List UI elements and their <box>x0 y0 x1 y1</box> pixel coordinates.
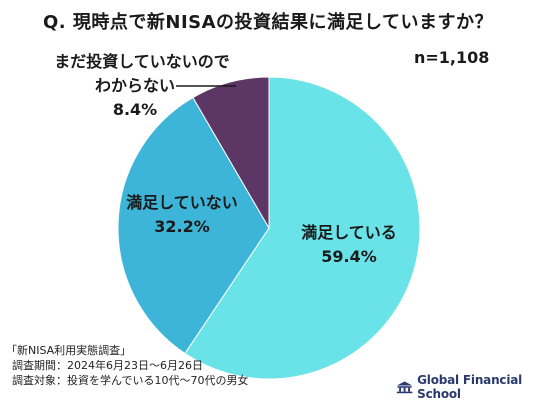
slice-label-not-satisfied: 満足していない <box>126 193 238 212</box>
survey-footer: 「新NISA利用実態調査」 調査期間：2024年6月23日～6月26日 調査対象… <box>6 343 248 388</box>
slice-not-satisfied <box>117 96 270 355</box>
survey-name: 「新NISA利用実態調査」 <box>6 344 132 357</box>
slice-label-not-invested-line2: わからない <box>95 76 175 95</box>
slice-value-satisfied: 59.4% <box>321 247 377 266</box>
brand-name: Global Financial School <box>417 373 523 401</box>
sample-size: n=1,108 <box>414 48 490 67</box>
slice-value-not-invested: 8.4% <box>113 100 157 119</box>
slice-not-invested <box>192 76 270 230</box>
school-building-icon <box>396 381 413 394</box>
chart-title: Q. 現時点で新NISAの投資結果に満足していますか？ <box>42 12 494 33</box>
slice-label-not-invested-line1: まだ投資していないので <box>54 52 230 71</box>
slice-value-not-satisfied: 32.2% <box>154 217 210 236</box>
survey-period: 調査期間：2024年6月23日～6月26日 <box>12 359 203 372</box>
brand: Global Financial School <box>396 373 536 401</box>
slice-satisfied <box>184 76 421 380</box>
survey-target: 調査対象：投資を学んでいる10代～70代の男女 <box>12 374 249 387</box>
slice-label-satisfied: 満足している <box>301 223 397 242</box>
